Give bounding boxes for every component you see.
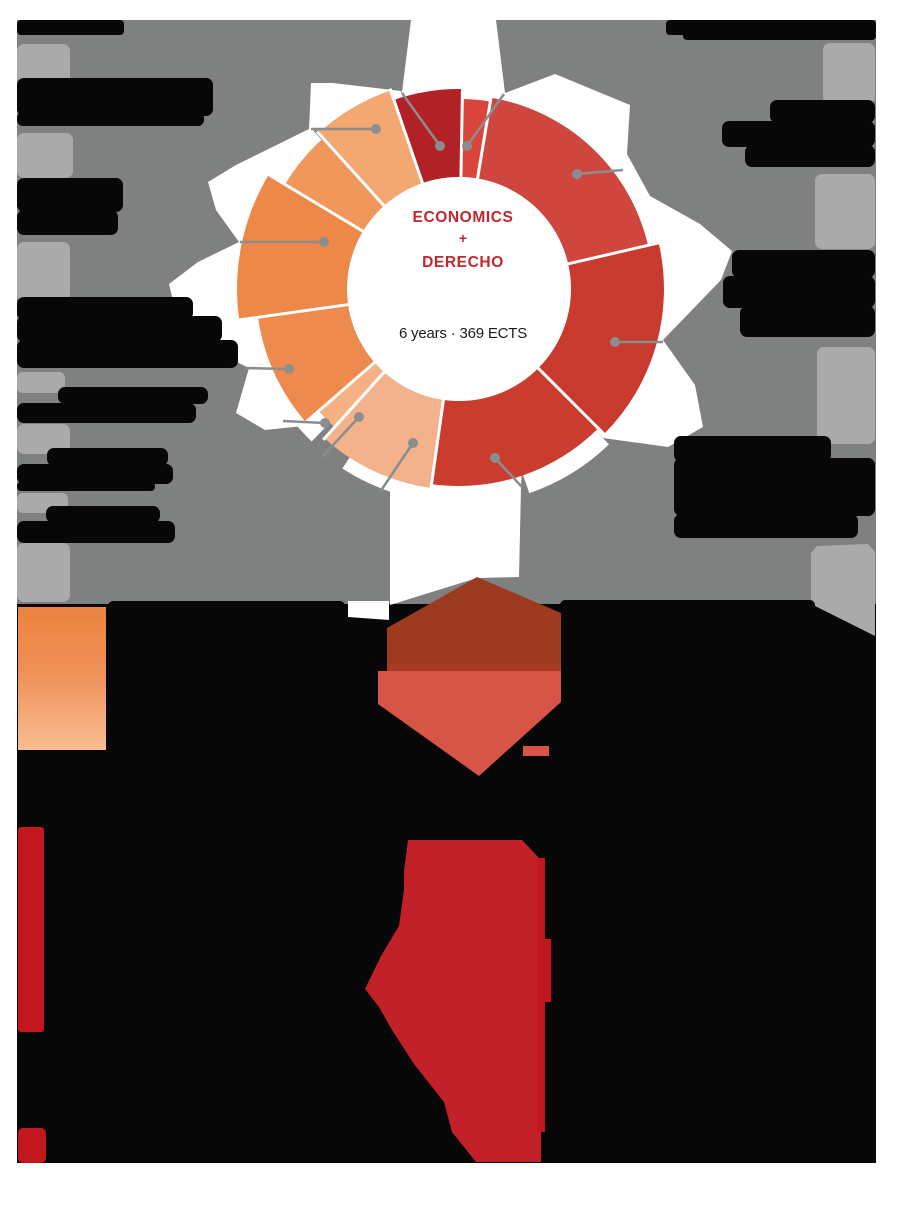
svg-text:DERECHO: DERECHO <box>422 254 504 271</box>
svg-text:6 years · 369 ECTS: 6 years · 369 ECTS <box>399 325 527 342</box>
svg-text:ECONOMICS: ECONOMICS <box>413 209 514 226</box>
svg-text:+: + <box>459 230 467 246</box>
